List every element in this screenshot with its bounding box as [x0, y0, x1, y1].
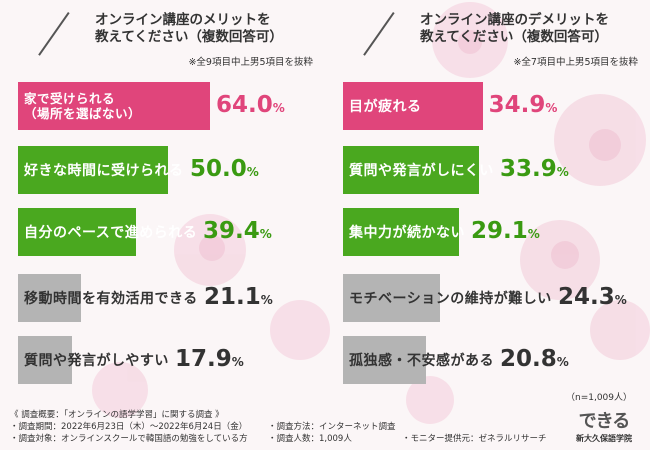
value-number: 34.9 — [488, 92, 546, 118]
bar-label-1: 家で受けられる （場所を選ばない） — [24, 91, 142, 121]
demerit-note: ※全7項目中上男5項目を抜粋 — [513, 57, 638, 68]
survey-count: ・調査人数：1,009人 — [268, 434, 352, 444]
survey-overview: 《 調査概要：「オンラインの語学学習」に関する調査 》 — [10, 410, 224, 420]
value-label-4: 24.3% — [558, 284, 627, 310]
bar-label-4: モチベーションの維持が難しい — [349, 291, 552, 307]
survey-method: ・調査方法：インターネット調査 — [268, 422, 396, 432]
value-number: 24.3 — [558, 284, 615, 310]
logo-mark: できる — [578, 411, 631, 432]
value-number: 39.4 — [203, 218, 260, 244]
bar-label-3: 自分のペースで進められる — [24, 225, 198, 241]
value-label-2: 50.0% — [190, 156, 259, 182]
merit-note: ※全9項目中上男5項目を抜粋 — [188, 57, 313, 68]
value-unit: % — [527, 227, 540, 241]
value-label-5: 20.8% — [500, 346, 569, 372]
value-number: 50.0 — [190, 156, 247, 182]
bar-label-4: 移動時間を有効活用できる — [24, 291, 198, 307]
demerit-question-title: オンライン講座のデメリットを 教えてください（複数回答可） — [420, 12, 609, 45]
value-number: 17.9 — [175, 346, 232, 372]
value-unit: % — [272, 101, 285, 115]
value-number: 20.8 — [500, 346, 557, 372]
merit-panel: オンライン講座のメリットを 教えてください（複数回答可） ※全9項目中上男5項目… — [0, 0, 325, 400]
bar-3 — [343, 208, 460, 256]
sample-size-note: （n=1,009人） — [565, 393, 632, 403]
survey-period: ・調査期間：2022年6月23日（木）～2022年6月24日（金） — [10, 422, 248, 432]
survey-target: ・調査対象：オンラインスクールで韓国語の勉強をしている方 — [10, 434, 248, 444]
value-label-1: 34.9% — [489, 92, 558, 118]
value-unit: % — [614, 293, 627, 307]
bar-5 — [18, 336, 72, 384]
bar-4 — [18, 274, 82, 322]
bar-2 — [343, 146, 479, 194]
bar-5 — [343, 336, 427, 384]
merit-question-title: オンライン講座のメリットを 教えてください（複数回答可） — [95, 12, 283, 45]
demerit-panel: オンライン講座のデメリットを 教えてください（複数回答可） ※全7項目中上男5項… — [325, 0, 650, 400]
bar-label-5: 孤独感・不安感がある — [349, 353, 494, 369]
bar-4 — [343, 274, 441, 322]
bar-2 — [18, 146, 168, 194]
survey-provider: ・モニター提供元：ゼネラルリサーチ — [402, 434, 547, 444]
bar-label-5: 質問や発言がしやすい — [24, 353, 169, 369]
bar-3 — [18, 208, 137, 256]
merit-bar-chart: 家で受けられる （場所を選ばない） 64.0% 好きな時間に受けられる 50.0% 自分… — [0, 0, 325, 400]
value-unit: % — [259, 227, 272, 241]
bar-label-1: 目が疲れる — [349, 99, 422, 115]
value-unit: % — [246, 165, 259, 179]
value-number: 21.1 — [204, 284, 261, 310]
bar-label-2: 質問や発言がしにくい — [349, 163, 494, 179]
value-label-1: 64.0% — [216, 92, 285, 118]
bar-1 — [18, 82, 210, 130]
value-number: 33.9 — [500, 156, 557, 182]
value-label-5: 17.9% — [175, 346, 244, 372]
value-unit: % — [545, 101, 558, 115]
brand-logo: できる 新大久保語学院 — [576, 407, 632, 444]
value-label-3: 29.1% — [471, 218, 540, 244]
value-unit: % — [260, 293, 273, 307]
value-label-2: 33.9% — [500, 156, 569, 182]
value-unit: % — [556, 355, 569, 369]
bar-1 — [343, 82, 483, 130]
logo-name: 新大久保語学院 — [576, 434, 632, 443]
value-unit: % — [556, 165, 569, 179]
bar-label-3: 集中力が続かない — [349, 225, 465, 241]
value-unit: % — [231, 355, 244, 369]
bar-label-2: 好きな時間に受けられる — [24, 163, 184, 179]
demerit-bar-chart: 目が疲れる 34.9% 質問や発言がしにくい 33.9% 集中力が続かない 29.1% モチ… — [325, 0, 650, 400]
value-number: 29.1 — [471, 218, 528, 244]
value-label-3: 39.4% — [203, 218, 272, 244]
value-label-4: 21.1% — [204, 284, 273, 310]
value-number: 64.0 — [216, 92, 273, 118]
